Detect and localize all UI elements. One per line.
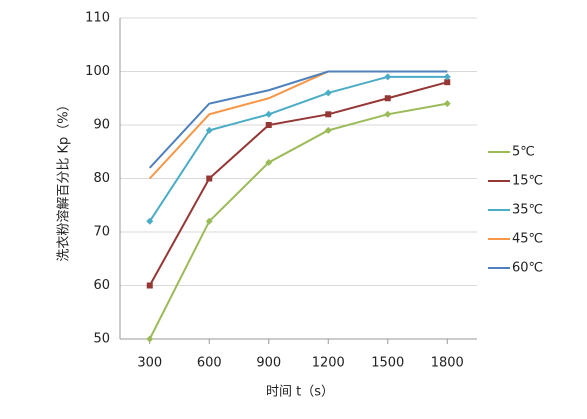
legend-label: 5℃ bbox=[512, 145, 535, 160]
series-line bbox=[148, 75, 448, 222]
point bbox=[325, 111, 332, 118]
y-axis-label: 洗衣粉溶解百分比 Kp（%） bbox=[56, 98, 72, 261]
point bbox=[146, 217, 154, 225]
x-tick-label: 1800 bbox=[431, 356, 464, 371]
point bbox=[205, 126, 213, 134]
legend-label: 15℃ bbox=[512, 174, 543, 189]
x-tick-label: 1200 bbox=[312, 356, 345, 371]
legend-label: 60℃ bbox=[512, 261, 543, 276]
y-tick-label: 70 bbox=[93, 225, 110, 240]
point bbox=[205, 217, 213, 225]
y-tick-label: 50 bbox=[93, 332, 110, 347]
y-tick-label: 100 bbox=[85, 64, 110, 79]
point bbox=[265, 110, 273, 118]
point bbox=[324, 126, 332, 134]
point bbox=[206, 175, 213, 182]
x-tick-label: 900 bbox=[256, 356, 281, 371]
y-tick-label: 60 bbox=[93, 278, 110, 293]
x-axis-label: 时间 t（s） bbox=[266, 385, 334, 400]
point bbox=[443, 100, 451, 108]
y-tick-label: 90 bbox=[93, 118, 110, 133]
point bbox=[146, 335, 154, 343]
point bbox=[384, 110, 392, 118]
point bbox=[146, 282, 153, 289]
point bbox=[384, 73, 392, 81]
legend-label: 35℃ bbox=[512, 203, 543, 218]
series-line bbox=[148, 81, 448, 286]
y-tick-label: 110 bbox=[85, 11, 110, 26]
point bbox=[384, 95, 391, 102]
point bbox=[444, 79, 451, 86]
point bbox=[265, 158, 273, 166]
x-tick-label: 600 bbox=[197, 356, 222, 371]
point bbox=[443, 73, 451, 81]
x-tick-label: 300 bbox=[137, 356, 162, 371]
x-tick-label: 1500 bbox=[371, 356, 404, 371]
y-tick-label: 80 bbox=[93, 171, 110, 186]
legend-label: 45℃ bbox=[512, 232, 543, 247]
series-line bbox=[148, 102, 448, 340]
point bbox=[265, 122, 272, 128]
series-line bbox=[149, 70, 448, 169]
point bbox=[324, 89, 332, 97]
